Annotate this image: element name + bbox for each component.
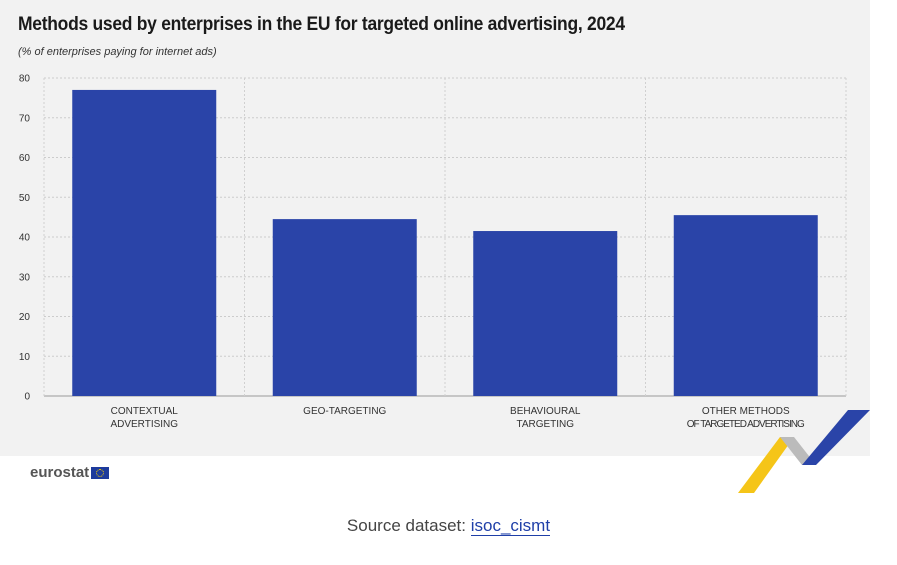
corner-decoration	[738, 410, 870, 493]
blue-stripe-icon	[802, 410, 870, 465]
chart-title: Methods used by enterprises in the EU fo…	[18, 14, 625, 35]
category-label: TARGETING	[516, 419, 574, 430]
y-tick-label: 50	[19, 193, 31, 204]
y-tick-label: 80	[19, 74, 31, 85]
bar	[673, 215, 818, 396]
source-prefix: Source dataset:	[346, 516, 471, 535]
eu-flag-icon	[91, 466, 110, 479]
category-label: OF TARGETED ADVERTISING	[687, 419, 805, 430]
logo-text: eurostat	[30, 464, 90, 481]
y-tick-label: 60	[19, 153, 31, 164]
grey-stripe-icon	[780, 437, 816, 465]
category-label: ADVERTISING	[110, 419, 178, 430]
y-tick-label: 0	[24, 392, 30, 403]
yellow-stripe-icon	[738, 437, 794, 493]
eurostat-logo: eurostat	[30, 464, 110, 481]
source-line: Source dataset: isoc_cismt	[0, 516, 897, 536]
bar	[473, 231, 618, 396]
bar-chart: 0 10 20 30 40 50 60 70 80 CONTEXTUAL ADVERTISING G…	[19, 74, 847, 430]
y-tick-label: 30	[19, 272, 31, 283]
bar	[72, 89, 217, 397]
category-label: BEHAVIOURAL	[510, 406, 581, 417]
category-label: GEO-TARGETING	[303, 406, 386, 417]
bars	[72, 89, 818, 397]
y-tick-label: 10	[19, 352, 31, 363]
y-tick-label: 20	[19, 312, 31, 323]
chart-subtitle: (% of enterprises paying for internet ad…	[18, 46, 217, 58]
dataset-link[interactable]: isoc_cismt	[470, 516, 551, 536]
category-label: OTHER METHODS	[702, 406, 790, 417]
y-tick-label: 70	[19, 113, 31, 124]
y-axis-ticks: 0 10 20 30 40 50 60 70 80	[19, 74, 31, 403]
bar	[272, 219, 417, 396]
y-tick-label: 40	[19, 233, 31, 244]
x-axis-labels: CONTEXTUAL ADVERTISING GEO-TARGETING BEHAVI…	[110, 406, 805, 430]
category-label: CONTEXTUAL	[111, 406, 179, 417]
